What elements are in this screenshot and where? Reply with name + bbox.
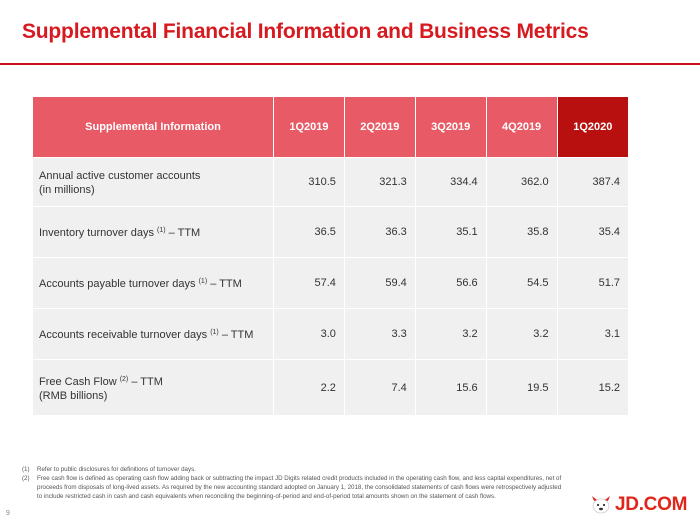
- row-label: Free Cash Flow (2) – TTM (RMB billions): [33, 359, 274, 415]
- row-label: Inventory turnover days (1) – TTM: [33, 206, 274, 258]
- row-label-suffix: – TTM: [207, 278, 242, 290]
- table-cell: 35.4: [557, 206, 628, 258]
- row-label-unit: (in millions): [39, 184, 95, 196]
- logo-text: JD.COM: [615, 494, 688, 515]
- table-cell: 59.4: [344, 257, 416, 309]
- column-header: 2Q2019: [344, 97, 416, 158]
- column-header: 3Q2019: [415, 97, 487, 158]
- table-row: Accounts payable turnover days (1) – TTM…: [33, 257, 628, 309]
- footnote-ref: (1): [157, 227, 166, 234]
- row-label-suffix: – TTM: [128, 375, 163, 388]
- footnote-text: Refer to public disclosures for definiti…: [37, 466, 196, 473]
- table-cell: 51.7: [557, 257, 628, 309]
- row-label-text: Accounts receivable turnover days: [39, 329, 211, 341]
- table-cell: 35.8: [486, 206, 558, 258]
- table-row: Annual active customer accounts (in mill…: [33, 157, 628, 207]
- row-label-text: Inventory turnover days: [39, 227, 158, 239]
- footnote-number: (2): [22, 475, 30, 482]
- table-cell: 3.3: [344, 308, 416, 360]
- row-label-suffix: – TTM: [165, 227, 201, 239]
- footnote-number: (1): [22, 466, 30, 473]
- table-cell: 3.1: [557, 308, 628, 360]
- footnote: (2) Free cash flow is defined as operati…: [22, 474, 567, 501]
- table-cell: 334.4: [415, 157, 487, 207]
- jd-dog-mascot-icon: [592, 496, 610, 514]
- table-cell: 7.4: [344, 359, 416, 415]
- table-cell: 362.0: [486, 157, 558, 207]
- table-cell: 54.5: [486, 257, 558, 309]
- footnote-text: Free cash flow is defined as operating c…: [37, 475, 562, 500]
- footnote-ref: (1): [210, 329, 219, 336]
- footnote: (1) Refer to public disclosures for defi…: [22, 465, 567, 474]
- title-divider: [0, 63, 700, 65]
- footnote-ref: (1): [198, 278, 208, 285]
- row-label: Accounts payable turnover days (1) – TTM: [33, 257, 274, 309]
- table-cell: 35.1: [415, 206, 487, 258]
- table-cell: 15.2: [557, 359, 628, 415]
- table-cell: 56.6: [415, 257, 487, 309]
- table-row: Free Cash Flow (2) – TTM (RMB billions) …: [33, 359, 628, 415]
- footnotes: (1) Refer to public disclosures for defi…: [22, 465, 567, 501]
- column-header-latest: 1Q2020: [557, 97, 628, 158]
- table-cell: 36.5: [273, 206, 345, 258]
- table-header-row: Supplemental Information 1Q2019 2Q2019 3…: [33, 97, 628, 158]
- row-label-text: Accounts payable turnover days: [39, 278, 199, 290]
- column-header: 4Q2019: [486, 97, 558, 158]
- table-cell: 310.5: [273, 157, 345, 207]
- row-label-unit: (RMB billions): [39, 389, 108, 402]
- table-cell: 2.2: [273, 359, 345, 415]
- footnote-ref: (2): [119, 375, 129, 383]
- table-cell: 36.3: [344, 206, 416, 258]
- table-cell: 3.0: [273, 308, 345, 360]
- column-header: 1Q2019: [273, 97, 345, 158]
- table-cell: 15.6: [415, 359, 487, 415]
- table-cell: 3.2: [486, 308, 558, 360]
- table-cell: 3.2: [415, 308, 487, 360]
- table-cell: 387.4: [557, 157, 628, 207]
- column-header: Supplemental Information: [33, 97, 274, 158]
- metrics-table: Supplemental Information 1Q2019 2Q2019 3…: [33, 97, 628, 415]
- table-cell: 57.4: [273, 257, 345, 309]
- row-label: Annual active customer accounts (in mill…: [33, 157, 274, 207]
- table-row: Accounts receivable turnover days (1) – …: [33, 308, 628, 360]
- row-label-text: Annual active customer accounts: [39, 170, 201, 182]
- table-cell: 321.3: [344, 157, 416, 207]
- page-number: 9: [6, 510, 10, 517]
- page-title: Supplemental Financial Information and B…: [22, 20, 589, 43]
- row-label-text: Free Cash Flow: [39, 375, 120, 388]
- table-row: Inventory turnover days (1) – TTM 36.5 3…: [33, 206, 628, 258]
- row-label-suffix: – TTM: [218, 329, 254, 341]
- row-label: Accounts receivable turnover days (1) – …: [33, 308, 274, 360]
- table-cell: 19.5: [486, 359, 558, 415]
- jd-logo: JD.COM: [590, 494, 687, 516]
